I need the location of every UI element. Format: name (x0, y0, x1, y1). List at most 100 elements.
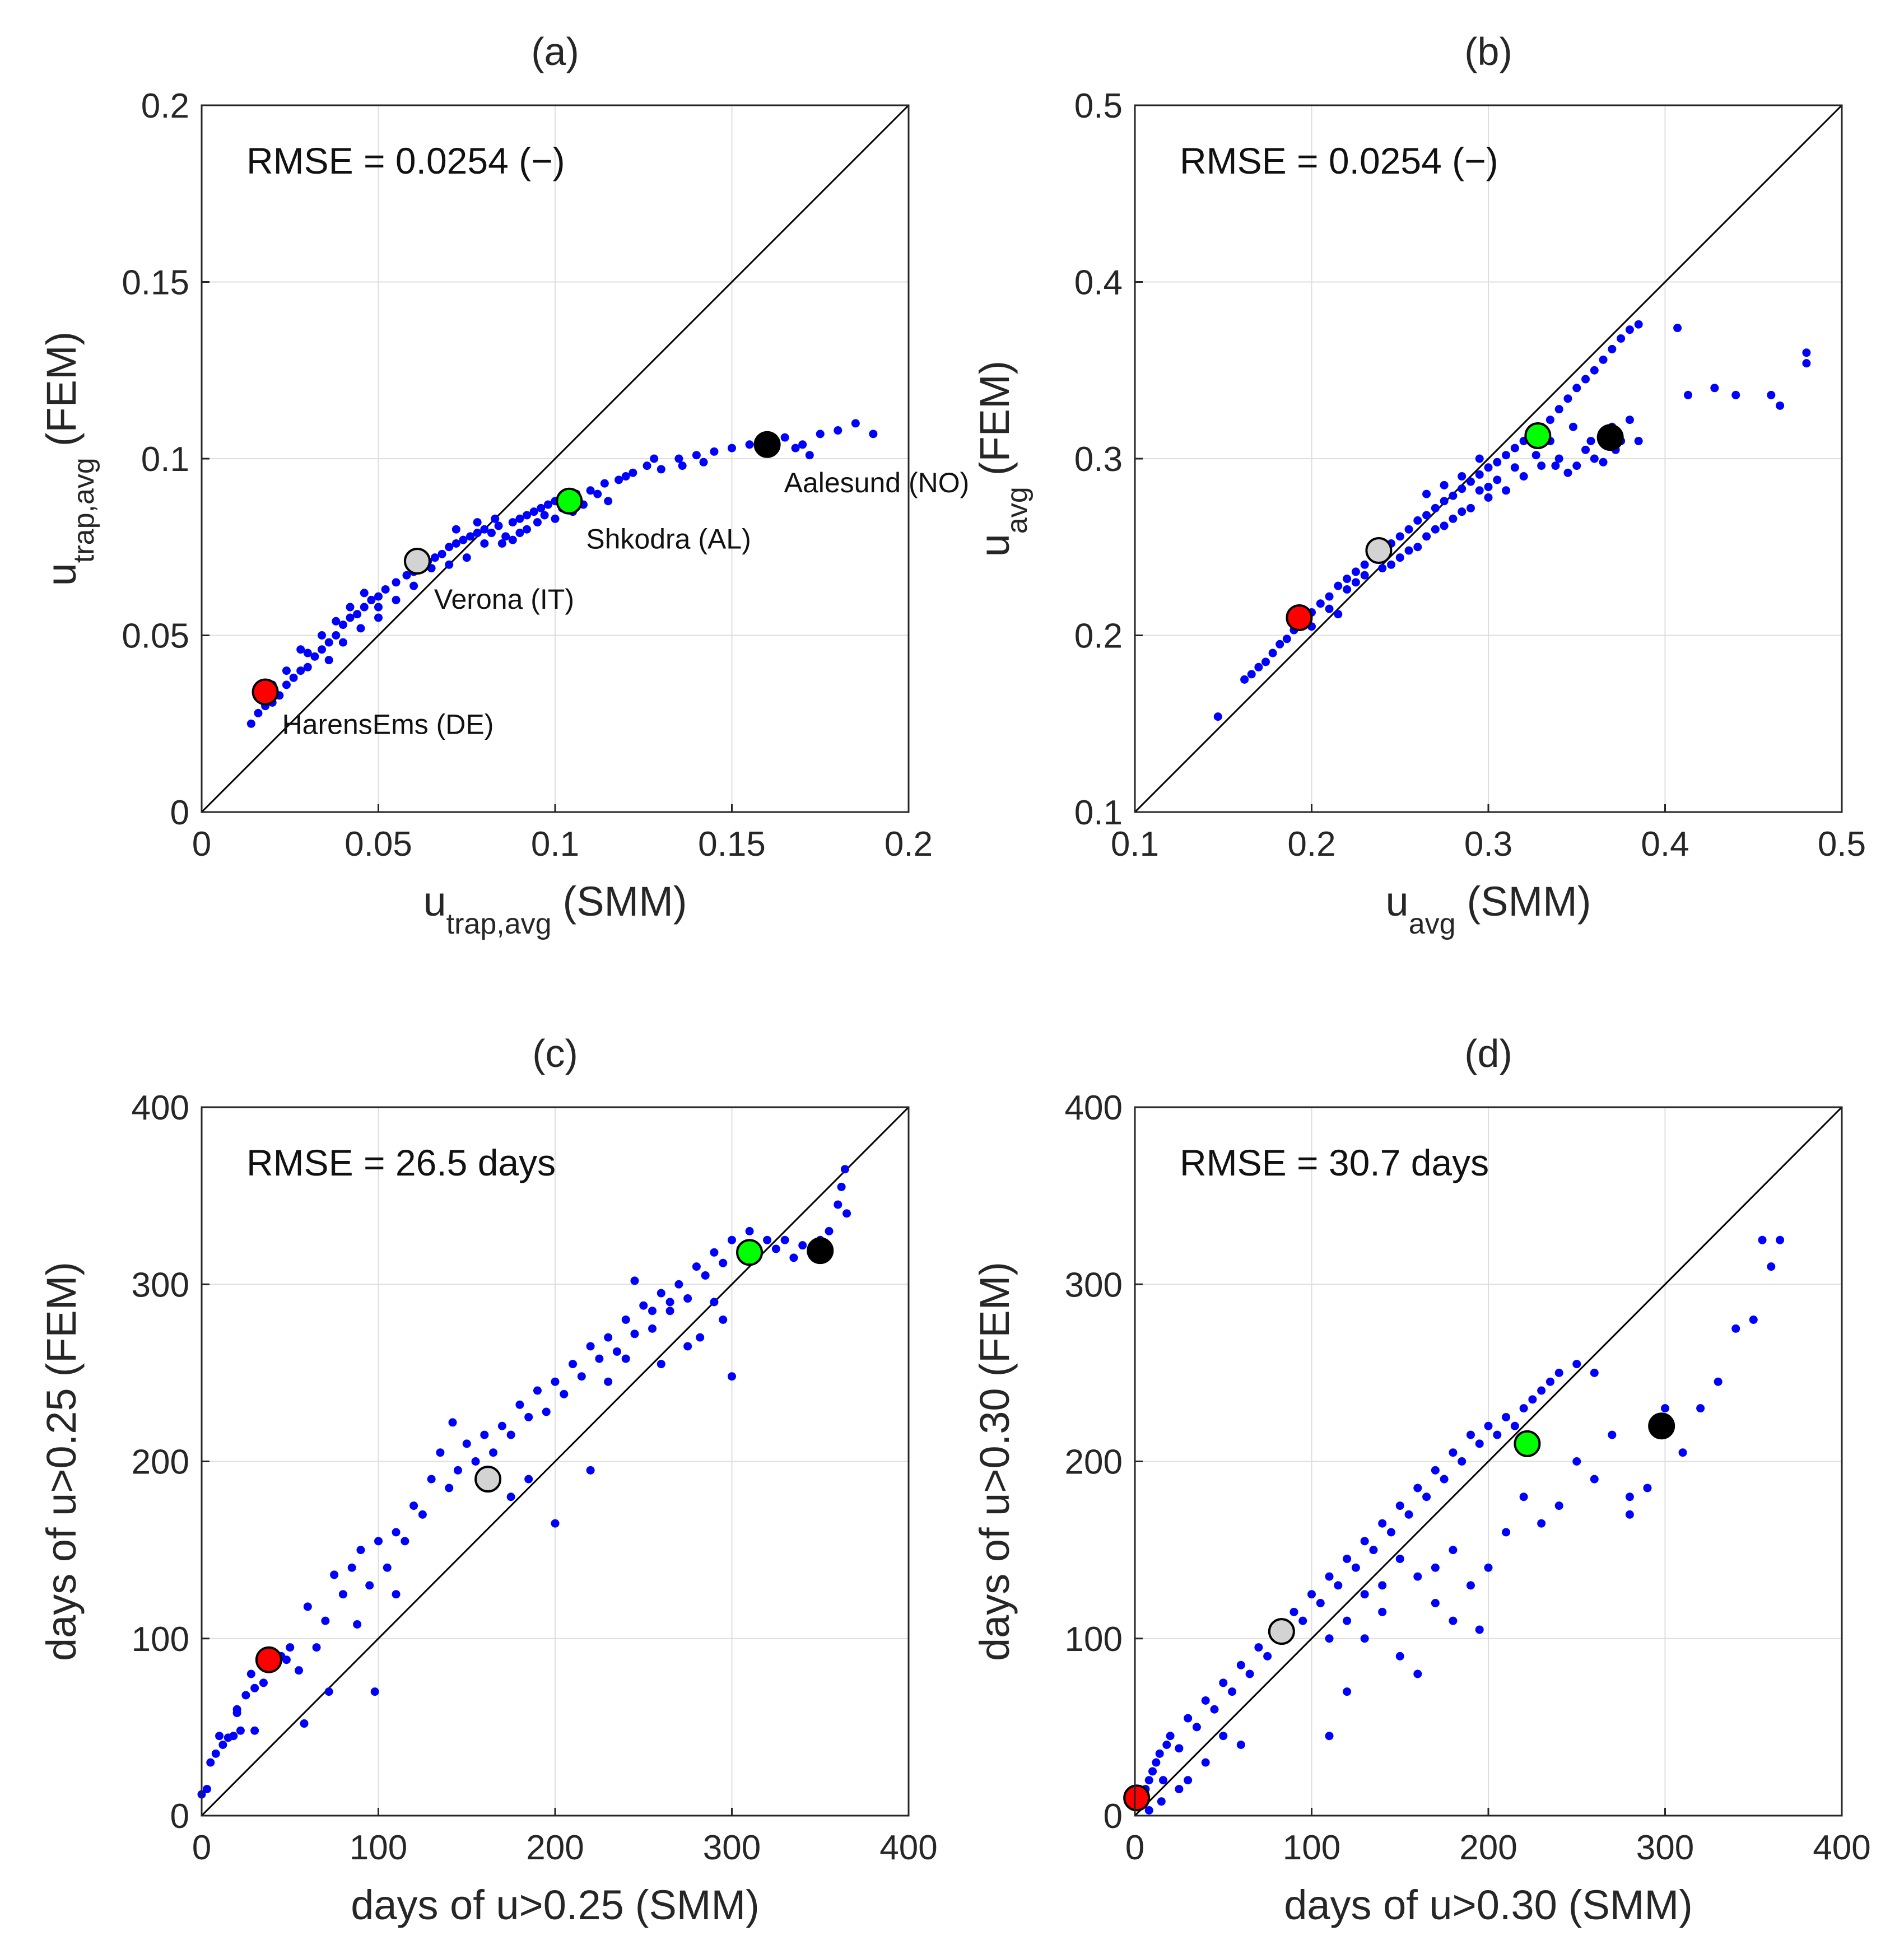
y-tick-label: 0.15 (122, 264, 189, 302)
data-point (1298, 1616, 1307, 1625)
data-point (1184, 1714, 1193, 1723)
data-point (215, 1732, 224, 1741)
data-point (840, 1165, 849, 1174)
x-axis-label-base: days of u>0.25 (351, 1882, 624, 1928)
data-point (524, 1475, 533, 1484)
data-point (1413, 516, 1422, 525)
y-tick-label: 100 (1065, 1620, 1123, 1659)
data-point (593, 489, 602, 498)
data-point (374, 1537, 383, 1546)
x-tick-label: 200 (526, 1829, 584, 1867)
y-tick-label: 0 (170, 794, 189, 832)
data-point (353, 1620, 362, 1629)
data-point (211, 1749, 220, 1758)
data-point (236, 1726, 245, 1735)
data-point (1422, 1492, 1431, 1501)
one-to-one-line (1134, 1106, 1843, 1817)
y-tick-label: 200 (1065, 1443, 1123, 1482)
data-point (1282, 635, 1291, 643)
data-point (1554, 405, 1563, 414)
data-point (1519, 1404, 1528, 1413)
data-point (471, 1457, 480, 1466)
data-point (430, 553, 439, 562)
data-point (1714, 1377, 1723, 1386)
data-point (1528, 1395, 1537, 1404)
data-point (1484, 493, 1493, 502)
data-point (1625, 1510, 1634, 1519)
data-point (710, 1298, 719, 1307)
data-point (1572, 384, 1581, 393)
data-point (665, 1307, 674, 1316)
data-point (1572, 1457, 1581, 1466)
rmse-annotation: RMSE = 30.7 days (1180, 1142, 1489, 1183)
data-point (453, 1466, 462, 1475)
data-point (246, 719, 255, 728)
data-point (1144, 1806, 1153, 1815)
site-marker (736, 1239, 764, 1266)
y-tick-label: 400 (1065, 1089, 1123, 1127)
data-point (1586, 436, 1595, 445)
data-point (1608, 1430, 1617, 1439)
data-point (621, 472, 630, 481)
data-point (346, 603, 355, 612)
data-point (643, 461, 651, 470)
data-point (1334, 1581, 1343, 1590)
data-point (1537, 1386, 1546, 1395)
data-point (1404, 546, 1413, 555)
data-point (1343, 1687, 1352, 1696)
data-point (374, 613, 383, 622)
data-point (701, 1271, 710, 1280)
data-point (250, 1683, 259, 1692)
data-point (1254, 663, 1263, 671)
data-point (710, 1248, 719, 1257)
data-point (842, 1209, 851, 1218)
data-point (473, 518, 482, 527)
y-axis-label-suffix: (FEM) (38, 332, 85, 447)
data-point (699, 458, 708, 467)
data-point (360, 603, 369, 612)
data-point (356, 1546, 365, 1555)
data-point (1184, 1776, 1193, 1785)
data-point (1307, 1590, 1316, 1599)
data-point (383, 1563, 392, 1572)
data-point (303, 663, 312, 671)
data-point (409, 1501, 418, 1510)
data-point (1458, 507, 1467, 516)
data-point (1563, 394, 1572, 403)
data-point (586, 486, 595, 495)
data-point (551, 1519, 560, 1528)
x-tick-label: 200 (1459, 1829, 1517, 1867)
site-marker (1365, 537, 1393, 565)
rmse-annotation: RMSE = 0.0254 (−) (246, 140, 565, 181)
data-point (629, 468, 637, 477)
data-point (501, 532, 510, 541)
data-point (494, 521, 503, 530)
data-point (621, 1316, 630, 1324)
data-point (324, 638, 333, 647)
data-point (1343, 585, 1352, 594)
data-point (1458, 1457, 1467, 1466)
data-point (1502, 451, 1511, 460)
site-label: Shkodra (AL) (586, 524, 751, 555)
data-point (1634, 436, 1643, 445)
data-point (1155, 1749, 1164, 1758)
x-tick-label: 400 (1813, 1829, 1870, 1867)
data-point (1510, 444, 1519, 453)
data-point (1247, 670, 1256, 679)
data-point (1192, 1723, 1201, 1732)
site-marker (1524, 422, 1552, 449)
data-point (533, 518, 542, 527)
y-tick-label: 0 (1104, 1797, 1123, 1836)
data-point (780, 1235, 789, 1244)
data-point (604, 1333, 613, 1342)
data-point (462, 1439, 471, 1448)
data-point (1378, 1607, 1387, 1616)
panel-title: (c) (532, 1032, 578, 1075)
data-point (1386, 560, 1395, 569)
data-point (1466, 477, 1475, 486)
data-point (869, 430, 878, 439)
data-point (612, 1347, 621, 1356)
data-point (445, 1484, 454, 1492)
y-tick-label: 0.1 (1074, 794, 1123, 832)
data-point (674, 454, 683, 463)
